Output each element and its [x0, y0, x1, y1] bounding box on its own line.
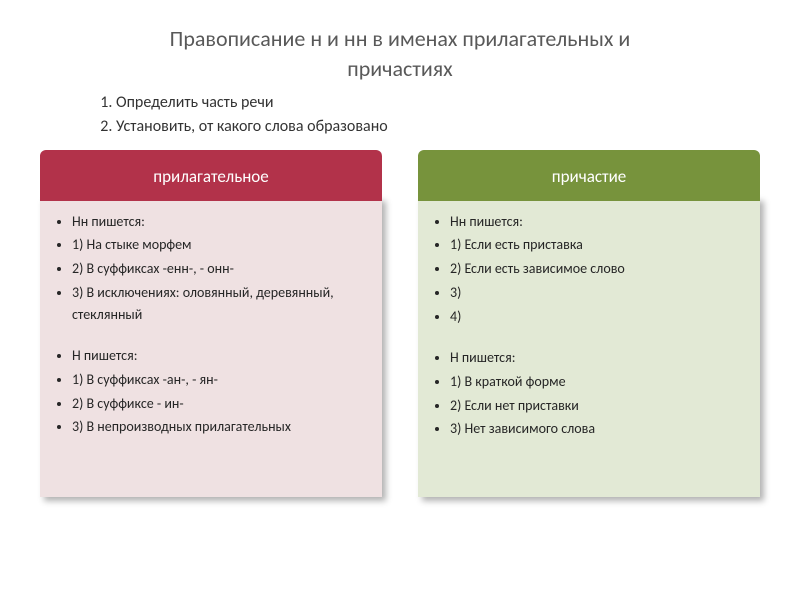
rule-item: 1) На стыке морфем [72, 234, 366, 256]
rule-item: 1) В краткой форме [450, 371, 744, 393]
panel-adjective-header: прилагательное [40, 150, 382, 201]
rule-item: 3) [450, 282, 744, 304]
rule-item: 2) Если есть зависимое слово [450, 258, 744, 280]
panel-participle: причастие Нн пишется: 1) Если есть прист… [418, 150, 760, 497]
rule-item: 3) В непроизводных прилагательных [72, 416, 366, 438]
title-line-1: Правописание н и нн в именах прилагатель… [170, 25, 631, 52]
rule-item: 3) Нет зависимого слова [450, 418, 744, 440]
left-group2-title: Н пишется: [72, 345, 366, 367]
rule-item: 1) Если есть приставка [450, 234, 744, 256]
rule-item: 3) В исключениях: оловянный, деревянный,… [72, 282, 366, 325]
step-item: Определить часть речи [116, 91, 760, 114]
rule-item: 2) В суффиксах -енн-, - онн- [72, 258, 366, 280]
steps-block: Определить часть речи Установить, от как… [94, 91, 760, 137]
rule-item: 2) В суффиксе - ин- [72, 393, 366, 415]
panel-adjective-body: Нн пишется: 1) На стыке морфем 2) В суфф… [40, 197, 382, 497]
step-item: Установить, от какого слова образовано [116, 115, 760, 138]
slide: Правописание н и нн в именах прилагатель… [0, 0, 800, 600]
rule-item: 4) [450, 306, 744, 328]
rule-item: 1) В суффиксах -ан-, - ян- [72, 369, 366, 391]
title-line-2: причастиях [347, 55, 452, 82]
panel-participle-header: причастие [418, 150, 760, 201]
columns-wrap: прилагательное Нн пишется: 1) На стыке м… [40, 150, 760, 497]
right-group2-title: Н пишется: [450, 347, 744, 369]
slide-title: Правописание н и нн в именах прилагатель… [40, 24, 760, 83]
right-group1-title: Нн пишется: [450, 211, 744, 233]
rule-item: 2) Если нет приставки [450, 395, 744, 417]
panel-participle-body: Нн пишется: 1) Если есть приставка 2) Ес… [418, 197, 760, 497]
panel-adjective: прилагательное Нн пишется: 1) На стыке м… [40, 150, 382, 497]
left-group1-title: Нн пишется: [72, 211, 366, 233]
